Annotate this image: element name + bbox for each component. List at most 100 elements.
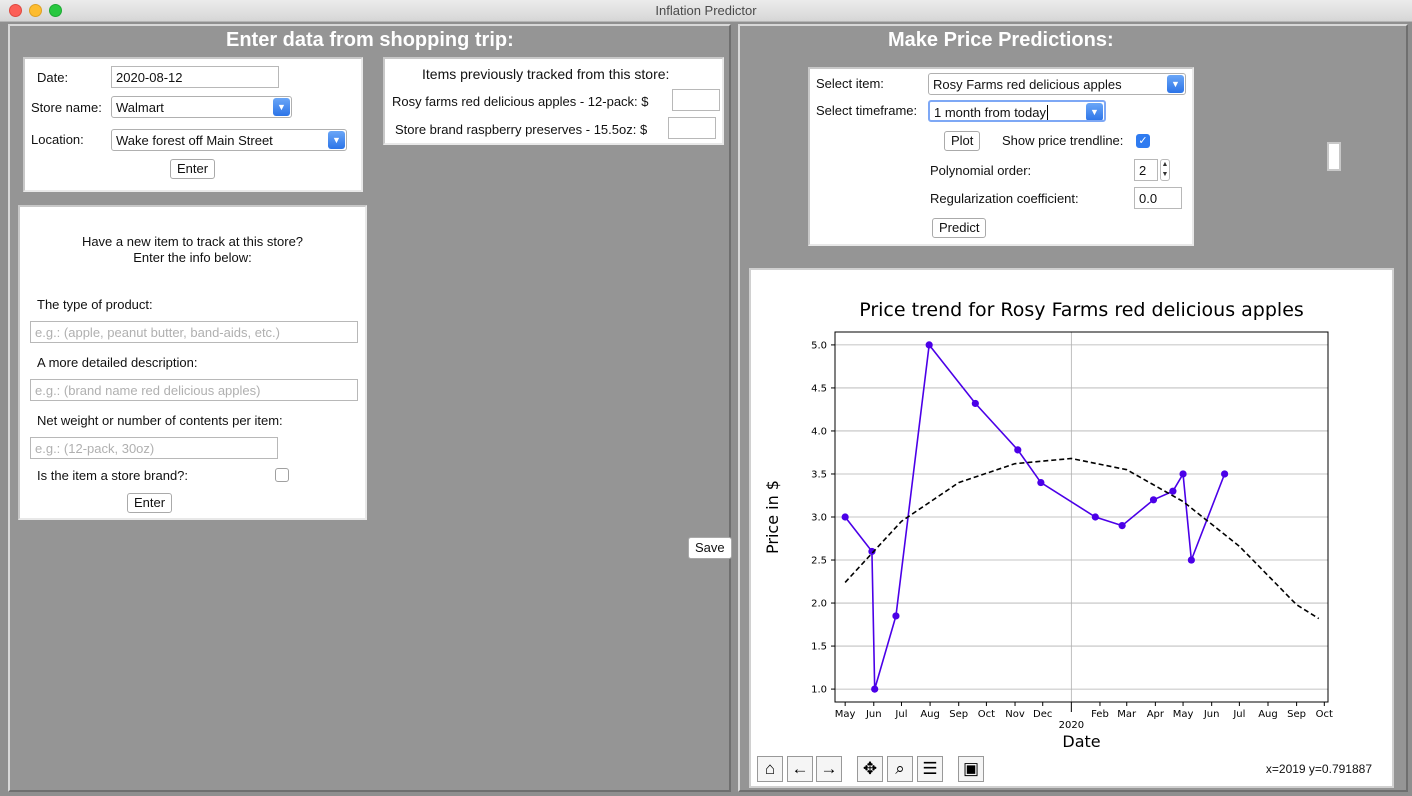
data-point xyxy=(1037,478,1045,487)
new-item-box: Have a new item to track at this store? … xyxy=(18,205,367,520)
zoom-icon[interactable]: ⌕ xyxy=(887,756,913,782)
location-value: Wake forest off Main Street xyxy=(116,133,273,148)
x-tick-label: Jul xyxy=(894,709,907,720)
location-select[interactable]: Wake forest off Main Street ▼ xyxy=(111,129,347,151)
price-chart: 1.0 1.5 2.0 2.5 3.0 3.5 4.0 4.5 5.0 2020 May Jun Jul… xyxy=(763,299,1333,751)
data-point xyxy=(871,685,879,693)
y-tick-label: 4.5 xyxy=(811,383,827,394)
polynomial-order-label: Polynomial order: xyxy=(930,163,1032,178)
data-point xyxy=(1187,556,1195,564)
axes-frame xyxy=(834,331,1329,703)
x-tick-label: May xyxy=(1173,709,1194,720)
tracked-item-label: Rosy farms red delicious apples - 12-pac… xyxy=(392,94,649,109)
x-tick-label: May xyxy=(835,709,856,720)
item-select[interactable]: Rosy Farms red delicious apples ▼ xyxy=(928,73,1186,95)
polynomial-order-input[interactable]: 2 xyxy=(1134,159,1158,181)
trip-info-box: Date: 2020-08-12 Store name: Walmart ▼ L… xyxy=(23,57,363,192)
settings-sliders-icon[interactable]: ☰ xyxy=(917,756,943,782)
data-point xyxy=(1118,522,1126,530)
data-point xyxy=(1169,487,1177,495)
pan-icon[interactable]: ✥ xyxy=(857,756,883,782)
data-point xyxy=(892,612,900,620)
save-figure-icon[interactable]: ▣ xyxy=(958,756,984,782)
minimize-window-button[interactable] xyxy=(29,4,42,17)
prediction-controls-box: Select item: Rosy Farms red delicious ap… xyxy=(808,67,1194,246)
product-type-label: The type of product: xyxy=(37,297,153,312)
tracked-item-price-input[interactable] xyxy=(668,117,716,139)
store-name-select[interactable]: Walmart ▼ xyxy=(111,96,292,118)
store-brand-checkbox[interactable] xyxy=(275,468,289,482)
description-label: A more detailed description: xyxy=(37,355,198,370)
y-tick-label: 1.0 xyxy=(811,685,827,696)
x-axis-label: Date xyxy=(1062,732,1100,751)
window-title: Inflation Predictor xyxy=(655,3,757,18)
new-item-enter-button[interactable]: Enter xyxy=(127,493,173,513)
x-tick-label: Jul xyxy=(1232,709,1245,720)
chart-title: Price trend for Rosy Farms red delicious… xyxy=(859,299,1304,321)
regularization-input[interactable]: 0.0 xyxy=(1134,187,1182,209)
store-name-label: Store name: xyxy=(31,100,102,115)
data-point xyxy=(971,399,979,408)
tracked-items-title: Items previously tracked from this store… xyxy=(422,66,670,82)
chevron-down-icon: ▼ xyxy=(328,131,345,149)
side-widget[interactable] xyxy=(1327,142,1341,171)
x-tick-label: Sep xyxy=(1287,709,1306,720)
plot-button[interactable]: Plot xyxy=(944,131,981,151)
data-point xyxy=(925,341,933,349)
data-point xyxy=(1220,470,1229,478)
timeframe-select[interactable]: 1 month from today ▼ xyxy=(928,100,1106,122)
date-input[interactable]: 2020-08-12 xyxy=(111,66,279,88)
data-point xyxy=(1179,470,1187,478)
trendline-checkbox[interactable]: ✓ xyxy=(1136,134,1150,148)
predict-button[interactable]: Predict xyxy=(932,218,987,238)
y-tick-label: 3.5 xyxy=(811,469,827,480)
tracked-item-price-input[interactable] xyxy=(672,89,720,111)
x-tick-label: Sep xyxy=(949,709,968,720)
y-axis-label: Price in $ xyxy=(763,480,782,554)
chevron-down-icon: ▼ xyxy=(273,98,290,116)
trendline xyxy=(844,457,1320,620)
data-point xyxy=(1091,513,1099,521)
x-tick-label: Oct xyxy=(978,709,995,720)
x-tick-label: Mar xyxy=(1117,709,1137,720)
data-point xyxy=(1149,496,1158,504)
data-point xyxy=(1014,446,1022,454)
polynomial-stepper[interactable]: ▲ ▼ xyxy=(1160,159,1170,181)
select-item-label: Select item: xyxy=(816,76,884,91)
coordinate-readout: x=2019 y=0.791887 xyxy=(1265,762,1372,776)
data-point xyxy=(868,547,876,556)
back-arrow-icon[interactable]: ← xyxy=(787,756,813,782)
y-tick-label: 1.5 xyxy=(811,642,827,653)
new-item-intro-line2: Enter the info below: xyxy=(133,250,252,265)
close-window-button[interactable] xyxy=(9,4,22,17)
data-point xyxy=(841,513,849,521)
predictions-title: Make Price Predictions: xyxy=(888,29,1114,51)
window-titlebar: Inflation Predictor xyxy=(0,0,1412,22)
save-button[interactable]: Save xyxy=(688,537,732,559)
trip-enter-button[interactable]: Enter xyxy=(170,159,216,179)
maximize-window-button[interactable] xyxy=(49,4,62,17)
tracked-items-box: Items previously tracked from this store… xyxy=(383,57,724,145)
x-tick-label: Dec xyxy=(1033,709,1052,720)
x-tick-label: Aug xyxy=(920,709,940,720)
description-input[interactable]: e.g.: (brand name red delicious apples) xyxy=(30,379,358,401)
x-tick-label: Apr xyxy=(1147,709,1165,720)
net-weight-label: Net weight or number of contents per ite… xyxy=(37,413,283,428)
net-weight-input[interactable]: e.g.: (12-pack, 30oz) xyxy=(30,437,278,459)
x-tick-label: Feb xyxy=(1091,709,1109,720)
store-name-value: Walmart xyxy=(116,100,164,115)
regularization-label: Regularization coefficient: xyxy=(930,191,1079,206)
x-year-label: 2020 xyxy=(1059,720,1084,731)
x-tick-label: Nov xyxy=(1005,709,1025,720)
trendline-label: Show price trendline: xyxy=(1002,133,1124,148)
forward-arrow-icon[interactable]: → xyxy=(816,756,842,782)
item-select-value: Rosy Farms red delicious apples xyxy=(933,77,1122,92)
tracked-item-label: Store brand raspberry preserves - 15.5oz… xyxy=(395,122,648,137)
chevron-down-icon: ▼ xyxy=(1167,75,1184,93)
y-tick-label: 4.0 xyxy=(811,426,827,437)
home-icon[interactable]: ⌂ xyxy=(757,756,783,782)
timeframe-select-value: 1 month from today xyxy=(934,105,1046,120)
x-tick-label: Jun xyxy=(865,709,882,720)
product-type-input[interactable]: e.g.: (apple, peanut butter, band-aids, … xyxy=(30,321,358,343)
location-label: Location: xyxy=(31,132,84,147)
